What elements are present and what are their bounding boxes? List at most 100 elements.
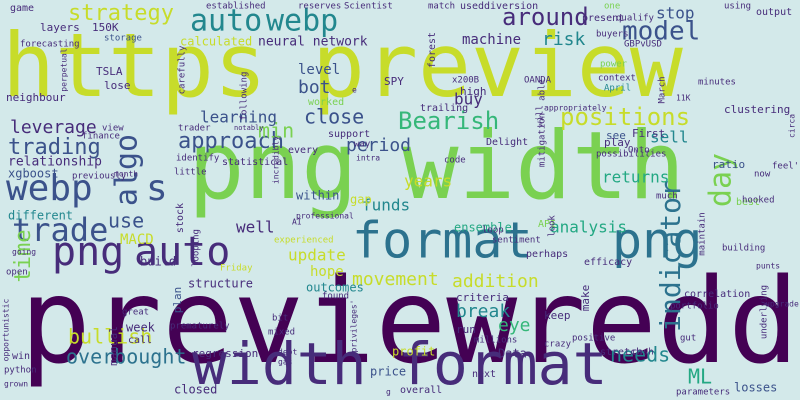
word: OANDA [524,76,552,86]
word: mixed [268,328,295,338]
word: previously [72,172,127,182]
word: GBPvUSD [624,40,662,50]
word: appropriately [544,104,607,113]
word: Scientist [344,2,393,12]
word: stock [175,203,186,233]
word: found [322,292,349,302]
word: incredibly [272,136,281,184]
word: loop [482,226,504,236]
word: keep [544,309,571,322]
word: high [460,85,487,98]
word: TSLA [96,65,123,78]
word: trade [12,211,108,249]
word: g [386,388,391,397]
word: portfolio [670,302,719,312]
word: Onto [628,146,650,156]
word: perpetual [60,48,69,92]
word: positions [560,103,690,131]
word: break [456,301,510,322]
word: stretch [600,347,642,358]
word: view [102,124,124,134]
word: returns [602,168,669,187]
word: best [736,197,760,208]
word: hooked [742,196,775,206]
word: trader [178,124,211,134]
word: identify [176,154,220,164]
word: png [52,229,124,275]
word: level [298,62,340,78]
word: period [346,135,411,156]
word: well [236,218,275,237]
word: overbought [66,345,186,369]
word: stop [656,4,695,23]
word: match [428,2,455,12]
word: auto [190,4,262,39]
word: redd [515,252,799,390]
word: month [114,170,138,179]
word: correlation [684,289,750,300]
word: strategy [68,1,174,26]
word: preview [312,14,683,117]
word: within [296,189,339,203]
word: 150K [92,21,119,34]
word: statistical [222,157,288,168]
word: build [140,255,176,269]
word: finance [82,132,120,142]
word: cash [632,348,654,358]
word: learning [200,108,277,127]
word: eye [498,315,531,336]
word: look [548,215,558,237]
word: bullish [68,325,152,349]
word: going [12,248,36,257]
word: profit [392,345,435,359]
word: neighbour [6,91,66,104]
word: day [704,153,739,207]
word: next [472,369,496,380]
word: March [658,76,668,103]
word: format [352,212,533,270]
word: png [612,212,702,270]
word: intra [356,154,380,163]
word: reserves [298,2,341,12]
word: crazy [544,340,572,350]
word: gut [680,334,696,344]
word: much [656,192,678,202]
word: following [240,72,250,121]
word: code [444,156,466,166]
word: machine [462,32,521,48]
word: Friday [220,264,253,274]
word: open [6,268,28,278]
word: support [328,129,370,140]
word: now [754,170,771,180]
word: webp [6,168,93,209]
word: analysis [550,218,627,237]
word: structure [188,277,253,291]
word: see [606,129,626,142]
word: worked [308,97,344,108]
word: bot [298,77,331,98]
word: s [146,168,168,209]
word: possibilities [596,150,666,160]
word: closed [174,383,217,397]
word: April [604,84,631,94]
word: API [538,219,556,230]
word: needs [610,343,670,367]
word: notably [234,124,264,132]
word: buyers [596,30,629,40]
word: ensemble [454,221,512,235]
word: lose [104,79,131,92]
word: 11K [676,94,691,103]
word: calculated [180,35,252,49]
word: regression [192,347,258,360]
word: width [402,112,685,221]
word: format [398,330,608,398]
word: output [756,7,792,18]
word: game [10,3,34,14]
word: criteria [456,291,509,304]
word: experienced [274,236,334,246]
word: layers [40,21,80,34]
word: SPY [384,75,404,88]
word: ratio [712,158,745,171]
